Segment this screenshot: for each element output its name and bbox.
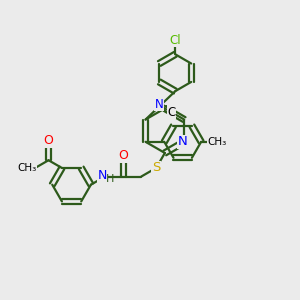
Text: Cl: Cl	[169, 34, 181, 46]
Text: O: O	[118, 149, 128, 162]
Text: C: C	[167, 106, 176, 119]
Text: CH₃: CH₃	[208, 137, 227, 147]
Text: S: S	[152, 161, 160, 174]
Text: H: H	[106, 174, 115, 184]
Text: CH₃: CH₃	[17, 163, 36, 173]
Text: N: N	[178, 135, 188, 148]
Text: N: N	[155, 98, 164, 111]
Text: O: O	[44, 134, 53, 147]
Text: N: N	[98, 169, 107, 182]
